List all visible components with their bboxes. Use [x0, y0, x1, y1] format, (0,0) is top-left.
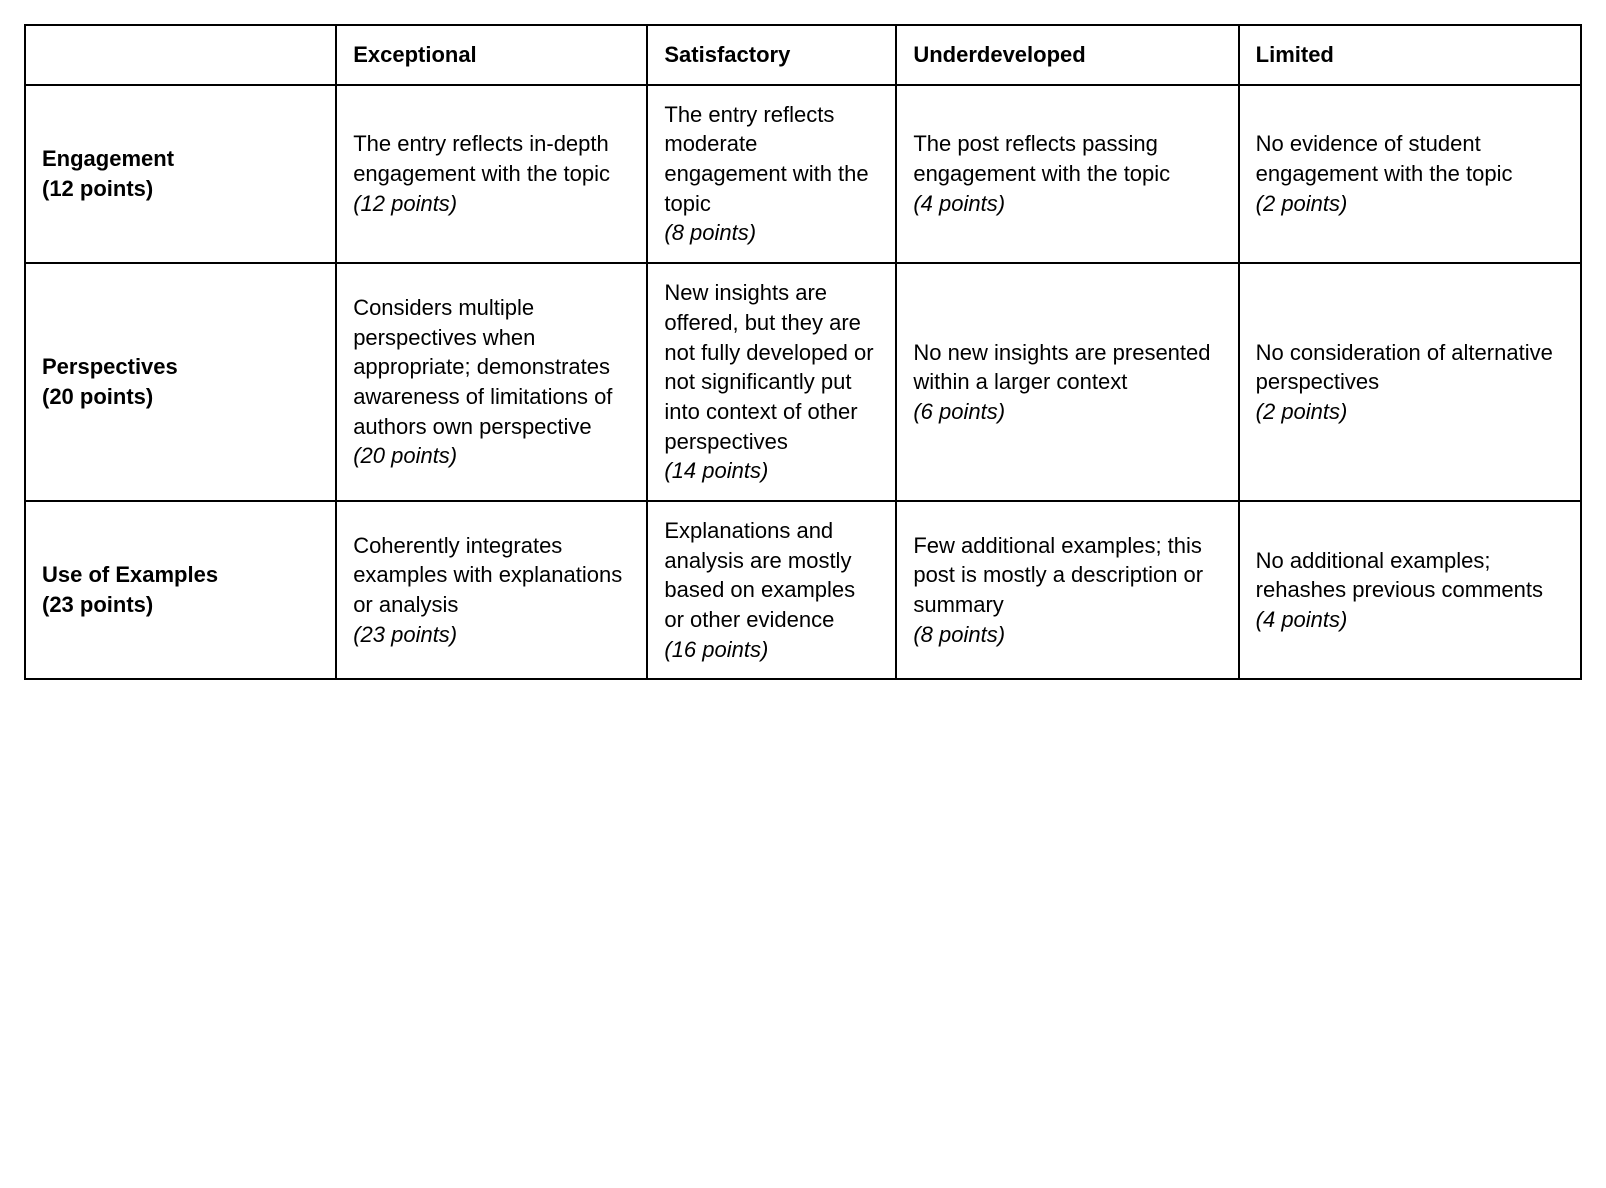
cell-desc: Explanations and analysis are mostly bas…	[664, 516, 879, 635]
row-title: Perspectives	[42, 352, 319, 382]
rubric-cell: No additional examples; rehashes previou…	[1239, 501, 1581, 679]
rubric-row-label: Perspectives (20 points)	[25, 263, 336, 501]
rubric-cell: Considers multiple perspectives when app…	[336, 263, 647, 501]
rubric-row: Engagement (12 points) The entry reflect…	[25, 85, 1581, 263]
rubric-cell: No consideration of alternative perspect…	[1239, 263, 1581, 501]
cell-points: (8 points)	[913, 620, 1221, 650]
cell-points: (8 points)	[664, 218, 879, 248]
cell-desc: The entry reflects in-depth engagement w…	[353, 129, 630, 188]
cell-points: (2 points)	[1256, 397, 1564, 427]
cell-desc: Coherently integrates examples with expl…	[353, 531, 630, 620]
rubric-header-row: Exceptional Satisfactory Underdeveloped …	[25, 25, 1581, 85]
row-points: (23 points)	[42, 590, 319, 620]
rubric-header-level: Exceptional	[336, 25, 647, 85]
row-title: Use of Examples	[42, 560, 319, 590]
rubric-cell: No new insights are presented within a l…	[896, 263, 1238, 501]
cell-desc: No evidence of student engagement with t…	[1256, 129, 1564, 188]
rubric-table: Exceptional Satisfactory Underdeveloped …	[24, 24, 1582, 680]
cell-points: (23 points)	[353, 620, 630, 650]
cell-desc: No consideration of alternative perspect…	[1256, 338, 1564, 397]
rubric-cell: Coherently integrates examples with expl…	[336, 501, 647, 679]
rubric-header-empty	[25, 25, 336, 85]
rubric-header-level: Satisfactory	[647, 25, 896, 85]
rubric-header-level: Limited	[1239, 25, 1581, 85]
rubric-cell: Few additional examples; this post is mo…	[896, 501, 1238, 679]
cell-points: (14 points)	[664, 456, 879, 486]
rubric-cell: The entry reflects in-depth engagement w…	[336, 85, 647, 263]
cell-desc: The entry reflects moderate engagement w…	[664, 100, 879, 219]
cell-points: (2 points)	[1256, 189, 1564, 219]
cell-points: (4 points)	[913, 189, 1221, 219]
rubric-cell: Explanations and analysis are mostly bas…	[647, 501, 896, 679]
cell-desc: The post reflects passing engagement wit…	[913, 129, 1221, 188]
rubric-cell: The entry reflects moderate engagement w…	[647, 85, 896, 263]
cell-desc: No new insights are presented within a l…	[913, 338, 1221, 397]
cell-points: (6 points)	[913, 397, 1221, 427]
rubric-row: Perspectives (20 points) Considers multi…	[25, 263, 1581, 501]
cell-points: (20 points)	[353, 441, 630, 471]
cell-points: (4 points)	[1256, 605, 1564, 635]
rubric-cell: No evidence of student engagement with t…	[1239, 85, 1581, 263]
row-title: Engagement	[42, 144, 319, 174]
rubric-header-level: Underdeveloped	[896, 25, 1238, 85]
cell-points: (16 points)	[664, 635, 879, 665]
cell-desc: New insights are offered, but they are n…	[664, 278, 879, 456]
cell-desc: Few additional examples; this post is mo…	[913, 531, 1221, 620]
row-points: (12 points)	[42, 174, 319, 204]
cell-desc: No additional examples; rehashes previou…	[1256, 546, 1564, 605]
cell-points: (12 points)	[353, 189, 630, 219]
rubric-row: Use of Examples (23 points) Coherently i…	[25, 501, 1581, 679]
cell-desc: Considers multiple perspectives when app…	[353, 293, 630, 441]
rubric-row-label: Engagement (12 points)	[25, 85, 336, 263]
rubric-row-label: Use of Examples (23 points)	[25, 501, 336, 679]
row-points: (20 points)	[42, 382, 319, 412]
rubric-cell: The post reflects passing engagement wit…	[896, 85, 1238, 263]
rubric-cell: New insights are offered, but they are n…	[647, 263, 896, 501]
